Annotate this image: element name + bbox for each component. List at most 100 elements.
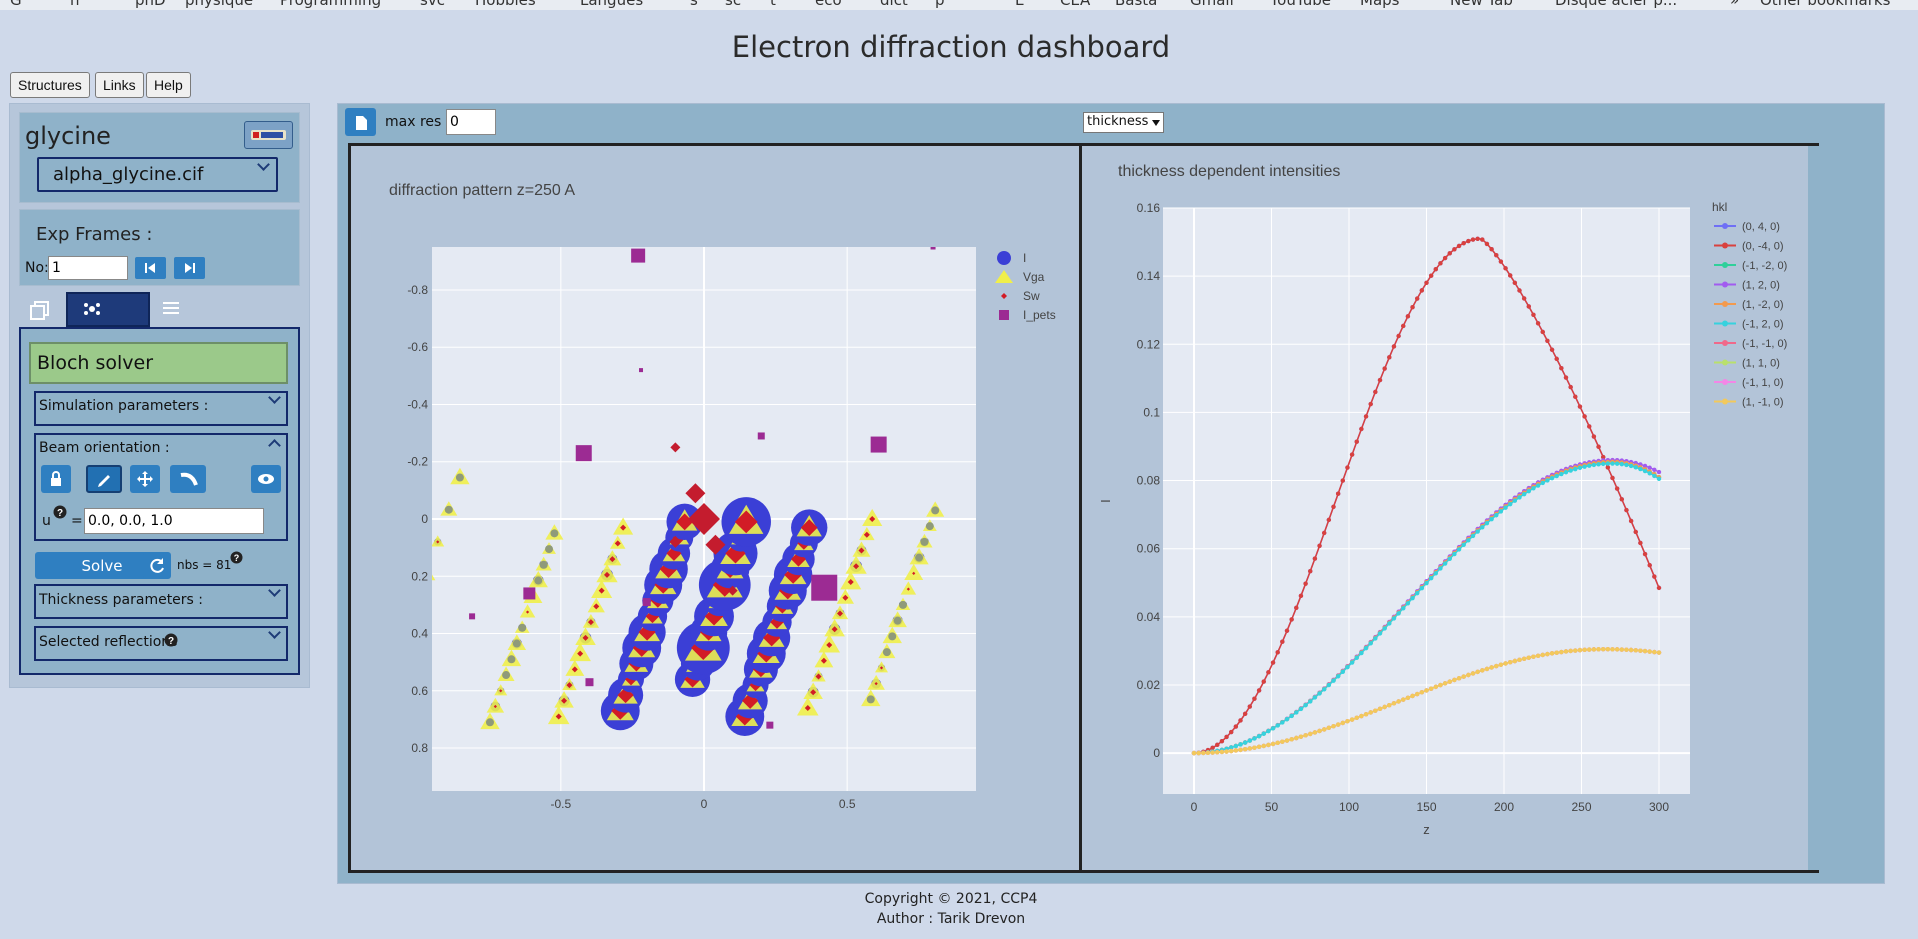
sw-point[interactable] (770, 615, 784, 629)
series-point[interactable] (1605, 647, 1611, 652)
series-point[interactable] (1535, 321, 1541, 326)
sw-point[interactable] (455, 473, 464, 482)
series-point[interactable] (1261, 679, 1266, 684)
move-button[interactable] (130, 465, 160, 493)
vga-point[interactable] (418, 565, 436, 581)
series-point[interactable] (1294, 710, 1299, 715)
series-point[interactable] (1605, 465, 1611, 470)
series-point[interactable] (1642, 648, 1648, 654)
pets-point[interactable] (469, 613, 476, 620)
series-point[interactable] (1289, 713, 1294, 719)
help-icon[interactable]: ? (230, 551, 243, 564)
series-point[interactable] (1354, 655, 1359, 661)
maxres-input[interactable] (446, 109, 496, 135)
series-point[interactable] (1317, 543, 1322, 549)
scrollbar-track[interactable] (1808, 146, 1822, 870)
series-point[interactable] (1475, 236, 1480, 242)
series-point[interactable] (1652, 574, 1657, 579)
series-point[interactable] (1270, 726, 1276, 731)
series-point[interactable] (1489, 665, 1494, 670)
series-point[interactable] (1382, 366, 1387, 371)
series-point[interactable] (1442, 681, 1448, 686)
sw-point[interactable] (659, 560, 678, 578)
series-point[interactable] (1535, 483, 1541, 488)
tab-list[interactable] (152, 292, 195, 327)
series-point[interactable] (1656, 650, 1662, 655)
series-point[interactable] (1484, 666, 1490, 672)
series-point[interactable] (1261, 743, 1266, 749)
series-point[interactable] (1526, 655, 1531, 660)
series-point[interactable] (1573, 394, 1578, 399)
sw-point[interactable] (874, 682, 878, 686)
series-point[interactable] (1587, 424, 1592, 429)
edit-button[interactable] (86, 465, 122, 493)
sw-point[interactable] (670, 442, 681, 453)
series-point[interactable] (1577, 647, 1583, 653)
series-point[interactable] (1322, 530, 1327, 536)
series-point[interactable] (1284, 717, 1290, 722)
pets-point[interactable] (766, 721, 774, 729)
series-point[interactable] (1391, 344, 1397, 349)
series-point[interactable] (1438, 566, 1443, 571)
series-point[interactable] (1470, 533, 1476, 539)
series-point[interactable] (1647, 471, 1652, 476)
series-point[interactable] (1452, 247, 1457, 252)
view-button[interactable] (251, 465, 281, 493)
sw-point[interactable] (906, 587, 910, 591)
series-point[interactable] (1233, 748, 1239, 753)
sw-point[interactable] (804, 704, 811, 711)
series-point[interactable] (1503, 661, 1508, 666)
sw-point[interactable] (912, 571, 916, 575)
series-point[interactable] (1266, 670, 1271, 675)
sw-point[interactable] (617, 686, 634, 704)
series-point[interactable] (1628, 647, 1634, 653)
series-point[interactable] (1591, 647, 1597, 652)
series-point[interactable] (1614, 461, 1620, 466)
series-point[interactable] (1517, 288, 1522, 293)
series-point[interactable] (1596, 444, 1601, 449)
series-point[interactable] (1382, 626, 1387, 631)
series-point[interactable] (1498, 509, 1504, 514)
series-point[interactable] (1419, 585, 1425, 591)
series-point[interactable] (1456, 547, 1462, 552)
simulation-params-panel[interactable] (34, 391, 288, 426)
bookmark-item[interactable]: t (770, 0, 776, 9)
series-point[interactable] (1256, 733, 1262, 739)
sw-point[interactable] (507, 655, 516, 664)
series-point[interactable] (1568, 468, 1573, 473)
series-point[interactable] (1512, 658, 1518, 664)
series-point[interactable] (1377, 631, 1383, 636)
series-point[interactable] (1335, 674, 1341, 679)
sw-point[interactable] (784, 565, 802, 584)
series-point[interactable] (1503, 505, 1508, 510)
series-point[interactable] (1466, 238, 1471, 244)
sw-point[interactable] (847, 578, 854, 585)
sw-point[interactable] (582, 634, 589, 641)
series-point[interactable] (1410, 596, 1415, 601)
series-point[interactable] (1252, 736, 1257, 741)
help-icon[interactable]: ? (164, 633, 178, 647)
series-point[interactable] (1247, 746, 1252, 751)
rotate-button[interactable] (170, 465, 206, 493)
bookmark-item[interactable]: Hobbies (475, 0, 536, 9)
series-point[interactable] (1489, 516, 1494, 522)
series-point[interactable] (1345, 719, 1350, 724)
series-point[interactable] (1284, 628, 1290, 633)
sw-point[interactable] (534, 576, 543, 585)
series-point[interactable] (1210, 745, 1215, 750)
series-point[interactable] (1563, 375, 1569, 380)
sw-point[interactable] (598, 587, 605, 594)
series-point[interactable] (1270, 741, 1276, 747)
series-point[interactable] (1256, 688, 1262, 693)
series-point[interactable] (1368, 710, 1373, 715)
series-point[interactable] (1535, 653, 1541, 659)
series-point[interactable] (1563, 649, 1569, 654)
sw-point[interactable] (826, 641, 833, 648)
series-point[interactable] (1415, 590, 1420, 596)
bookmark-item[interactable]: sc (725, 0, 742, 9)
sw-point[interactable] (869, 516, 876, 522)
pets-point[interactable] (642, 598, 651, 607)
series-point[interactable] (1628, 518, 1634, 524)
series-point[interactable] (1428, 576, 1434, 581)
series-point[interactable] (1270, 660, 1276, 665)
